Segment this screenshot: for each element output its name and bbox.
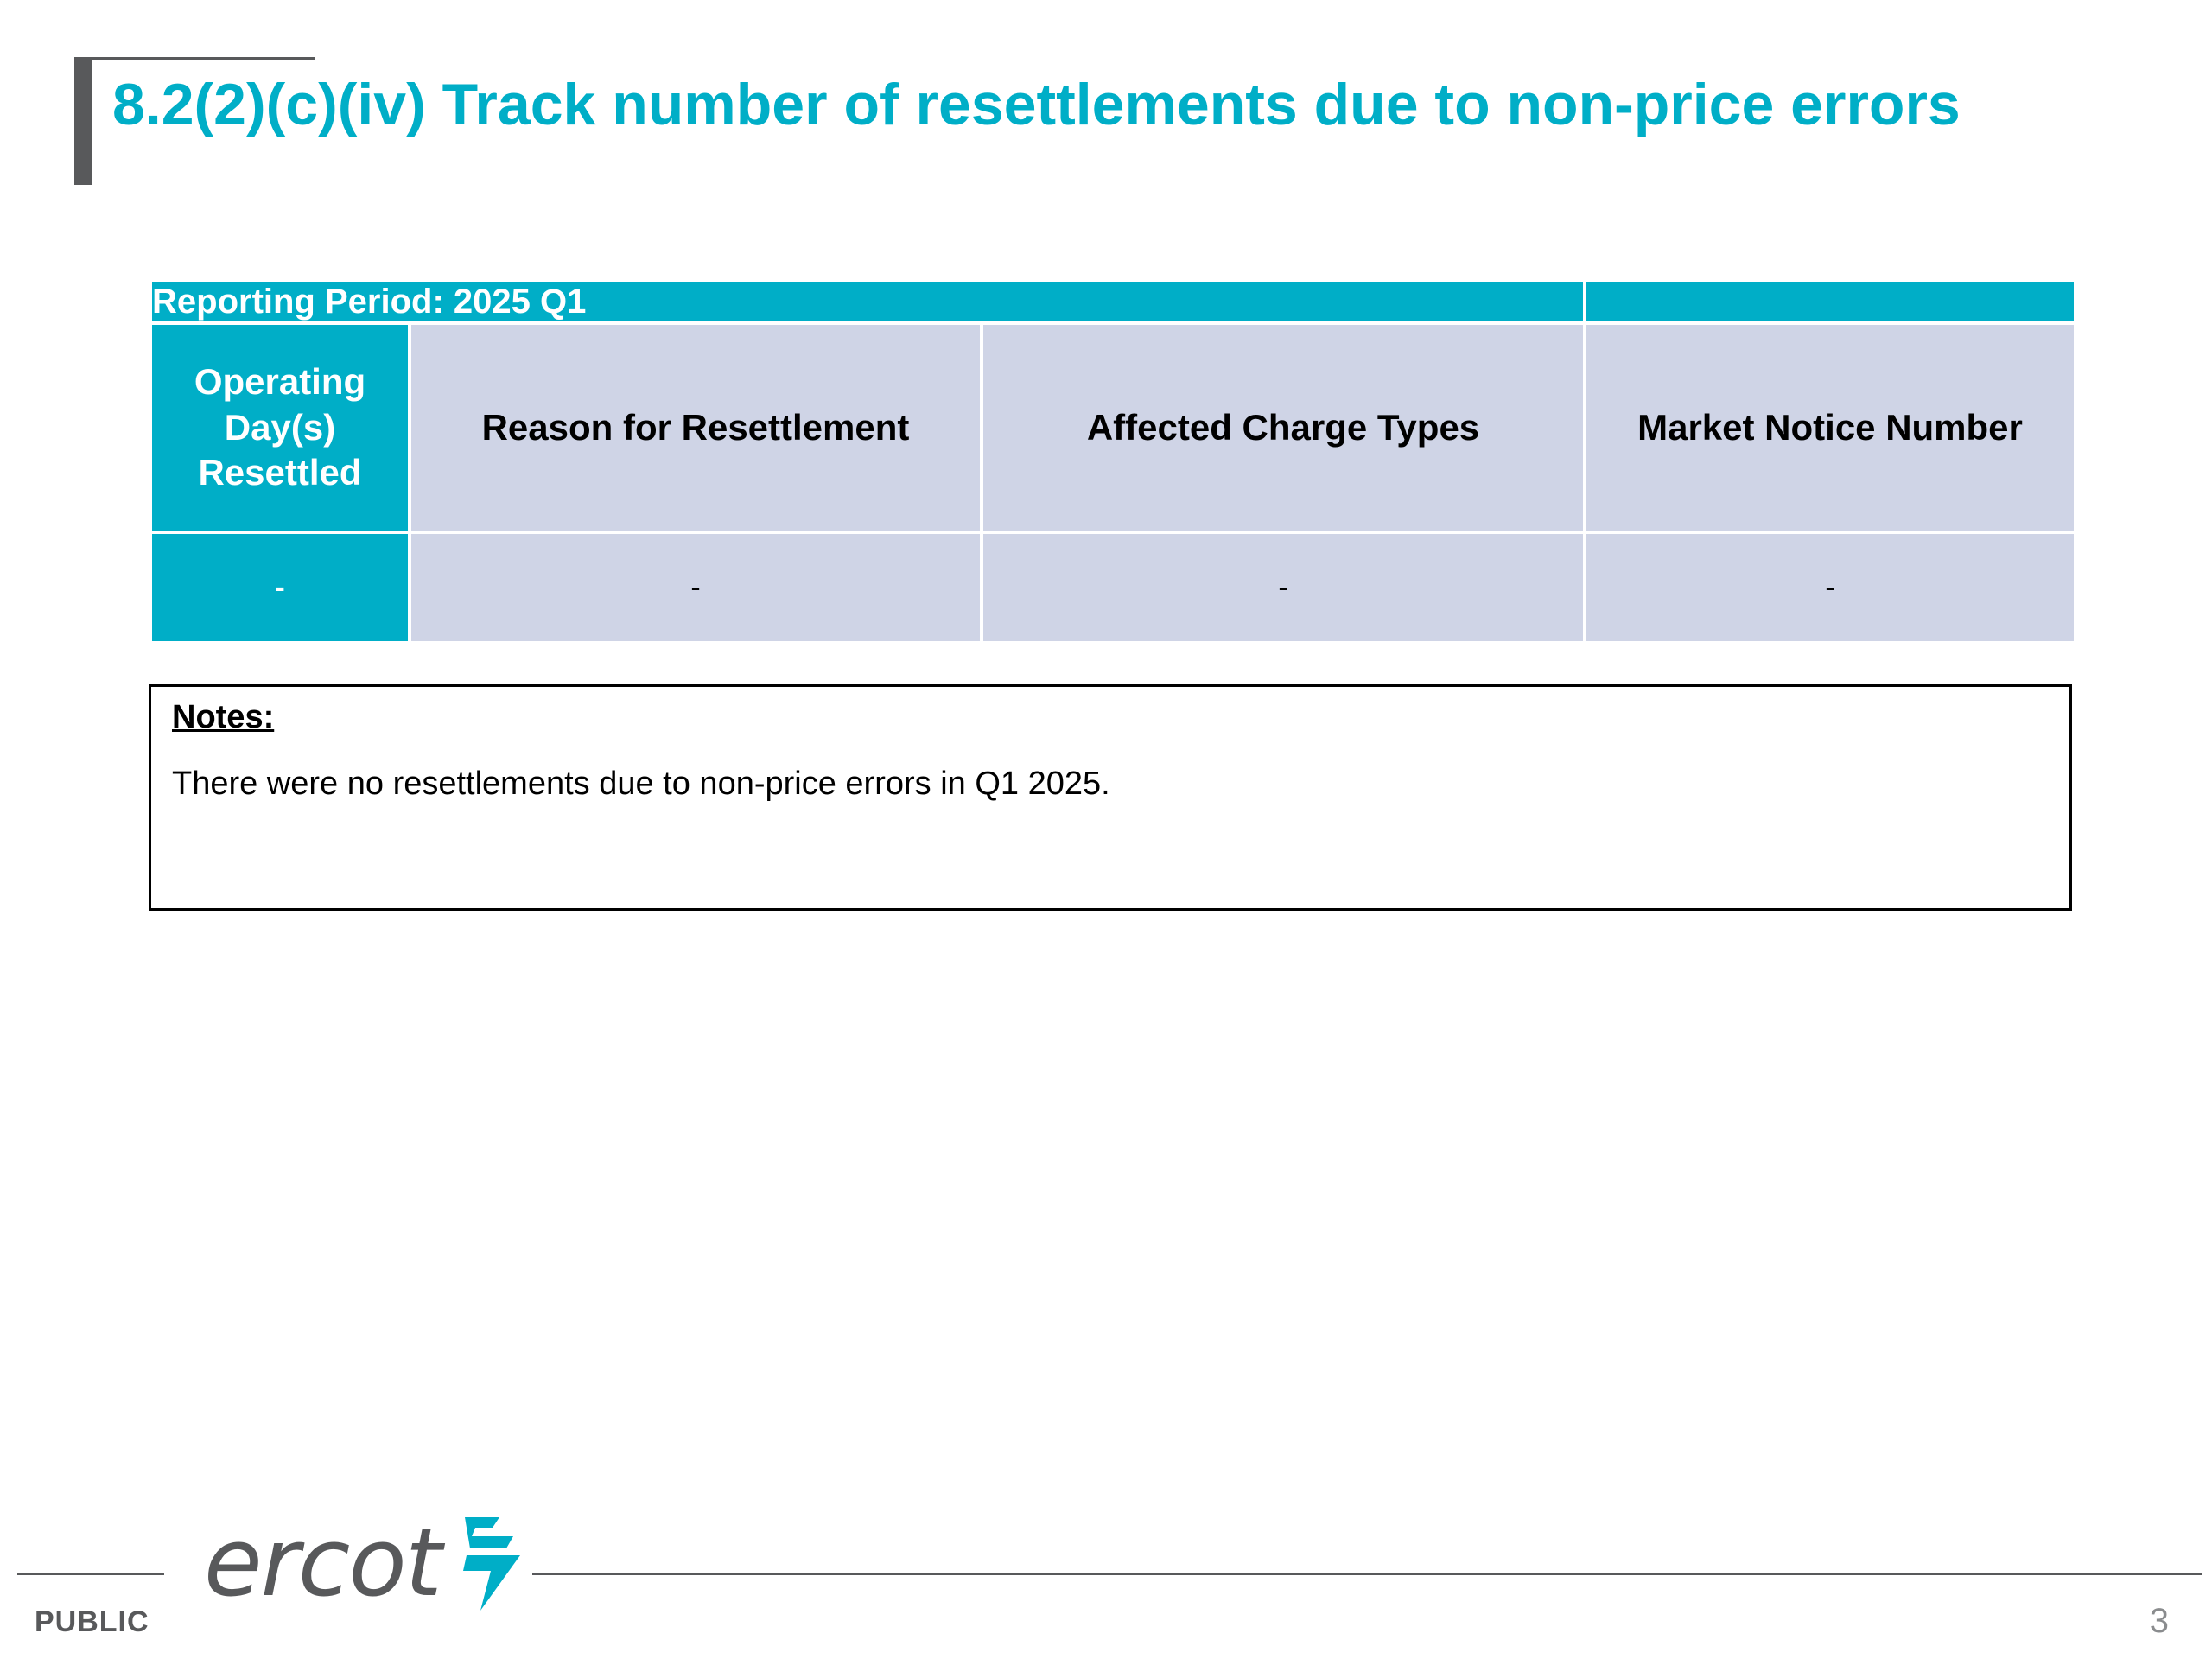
page-number: 3 — [2149, 1602, 2169, 1640]
slide-title: 8.2(2)(c)(iv) Track number of resettleme… — [112, 72, 1961, 137]
notes-box: Notes: There were no resettlements due t… — [149, 684, 2072, 911]
classification-label: PUBLIC — [35, 1605, 149, 1638]
resettlement-table: Reporting Period: 2025 Q1 Operating Day(… — [149, 278, 2077, 645]
header-reason: Reason for Resettlement — [408, 321, 983, 534]
lightning-bolt-icon — [462, 1517, 520, 1611]
title-accent-line — [74, 57, 315, 60]
cell-operating-days: - — [149, 531, 411, 645]
header-operating-days: Operating Day(s) Resettled — [149, 321, 411, 534]
cell-charge-types: - — [980, 531, 1586, 645]
reporting-period-label: Reporting Period: 2025 Q1 — [149, 278, 1586, 325]
title-accent-bar — [74, 57, 92, 185]
notes-text: There were no resettlements due to non-p… — [172, 766, 1110, 802]
table-header-row: Operating Day(s) Resettled Reason for Re… — [149, 321, 2077, 534]
footer-divider-left — [17, 1573, 164, 1575]
footer-divider-right — [532, 1573, 2202, 1575]
header-charge-types: Affected Charge Types — [980, 321, 1586, 534]
table-row: - - - - — [149, 531, 2077, 645]
resettlement-table-container: Reporting Period: 2025 Q1 Operating Day(… — [149, 278, 2077, 645]
ercot-logo: ercot — [204, 1510, 532, 1614]
reporting-period-row: Reporting Period: 2025 Q1 — [149, 278, 2077, 325]
notes-heading: Notes: — [172, 699, 275, 735]
header-market-notice: Market Notice Number — [1583, 321, 2077, 534]
ercot-logo-wordmark: ercot — [204, 1507, 442, 1618]
reporting-period-blank-cell — [1583, 278, 2077, 325]
cell-reason: - — [408, 531, 983, 645]
cell-market-notice: - — [1583, 531, 2077, 645]
